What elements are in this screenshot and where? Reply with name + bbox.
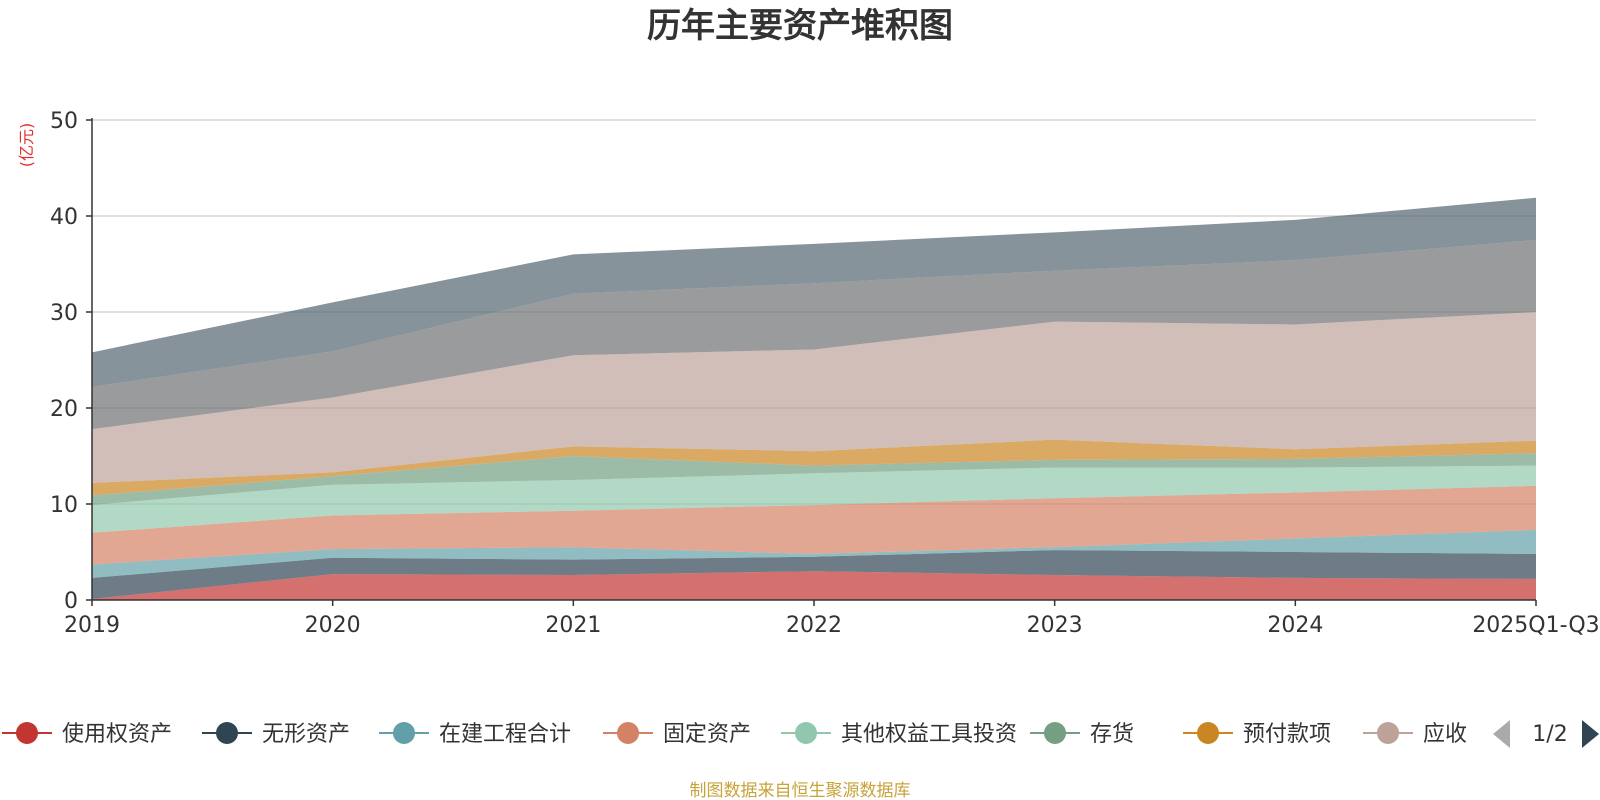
- chart-title: 历年主要资产堆积图: [647, 6, 953, 46]
- legend-label: 预付款项: [1243, 722, 1331, 747]
- legend-label: 存货: [1090, 722, 1134, 747]
- legend-item-5[interactable]: 存货: [1030, 722, 1134, 747]
- y-tick-label: 10: [50, 493, 78, 518]
- data-source-note: 制图数据来自恒生聚源数据库: [689, 781, 911, 800]
- area-series-6: [92, 439, 1536, 496]
- legend-item-3[interactable]: 固定资产: [603, 722, 751, 747]
- legend-marker: [795, 722, 817, 744]
- y-tick-label: 50: [50, 109, 78, 134]
- area-series-8: [92, 240, 1536, 430]
- legend-label: 固定资产: [663, 722, 751, 747]
- area-series-3: [92, 485, 1536, 565]
- area-series-0: [92, 571, 1536, 600]
- legend-next-page-icon[interactable]: [1582, 720, 1599, 748]
- y-axis-unit-label: (亿元): [17, 123, 36, 168]
- x-tick-label: 2019: [64, 613, 120, 638]
- x-tick-label: 2022: [786, 613, 842, 638]
- legend-page-indicator: 1/2: [1532, 722, 1567, 747]
- area-series: [92, 197, 1536, 600]
- legend-item-7[interactable]: 应收: [1363, 722, 1467, 747]
- area-series-4: [92, 465, 1536, 533]
- legend-item-4[interactable]: 其他权益工具投资: [781, 722, 1017, 747]
- legend-label: 在建工程合计: [439, 722, 571, 747]
- legend-marker: [216, 722, 238, 744]
- y-tick-label: 20: [50, 397, 78, 422]
- legend-label: 其他权益工具投资: [841, 722, 1017, 747]
- legend-marker: [1377, 722, 1399, 744]
- legend-marker: [16, 722, 38, 744]
- legend-marker: [617, 722, 639, 744]
- x-tick-label: 2021: [545, 613, 601, 638]
- legend-label: 无形资产: [262, 722, 350, 747]
- y-tick-label: 0: [64, 589, 78, 614]
- legend-marker: [393, 722, 415, 744]
- legend-marker: [1197, 722, 1219, 744]
- area-series-9: [92, 197, 1536, 387]
- area-series-7: [92, 312, 1536, 483]
- x-tick-label: 2023: [1027, 613, 1083, 638]
- x-tick-label: 2024: [1267, 613, 1323, 638]
- area-series-5: [92, 453, 1536, 505]
- y-tick-label: 30: [50, 301, 78, 326]
- legend-item-1[interactable]: 无形资产: [202, 722, 350, 747]
- y-tick-label: 40: [50, 205, 78, 230]
- legend-prev-page-icon[interactable]: [1493, 720, 1510, 748]
- axes: 0 10 20 30 40 50 2019 2020 2021 2022 2023 2024 2025Q…: [50, 109, 1600, 638]
- x-tick-label: 2020: [305, 613, 361, 638]
- area-series-1: [92, 550, 1536, 600]
- legend-item-0[interactable]: 使用权资产: [2, 722, 172, 747]
- legend: 使用权资产 无形资产 在建工程合计 固定资产 其他权益工具投资 存货 预付款项 应收 1/2: [2, 720, 1599, 748]
- x-tick-label: 2025Q1-Q3: [1472, 613, 1599, 638]
- legend-label: 应收: [1423, 722, 1467, 747]
- legend-item-2[interactable]: 在建工程合计: [379, 722, 571, 747]
- legend-item-6[interactable]: 预付款项: [1183, 722, 1331, 747]
- legend-marker: [1044, 722, 1066, 744]
- legend-label: 使用权资产: [62, 722, 172, 747]
